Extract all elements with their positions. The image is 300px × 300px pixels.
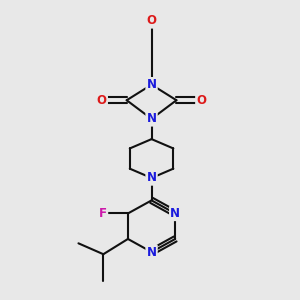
Text: N: N bbox=[147, 245, 157, 259]
Text: O: O bbox=[196, 94, 206, 107]
Text: O: O bbox=[97, 94, 107, 107]
Text: F: F bbox=[99, 207, 107, 220]
Text: N: N bbox=[170, 207, 180, 220]
Text: N: N bbox=[147, 112, 157, 125]
Text: N: N bbox=[147, 172, 157, 184]
Text: N: N bbox=[147, 78, 157, 91]
Text: O: O bbox=[147, 14, 157, 27]
